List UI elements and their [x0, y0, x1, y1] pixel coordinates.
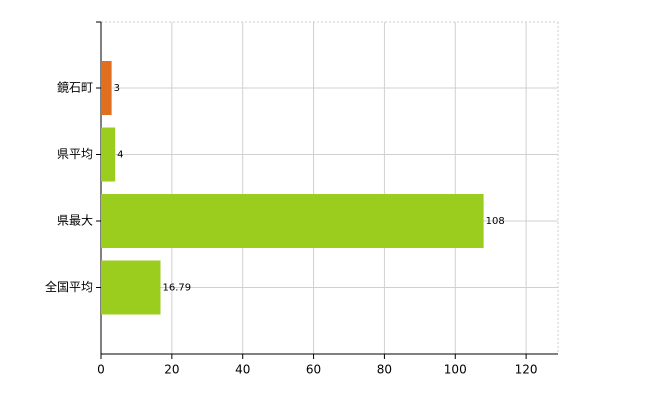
x-tick-label: 60 [306, 363, 321, 377]
value-label: 16.79 [162, 283, 191, 294]
x-tick-label: 40 [235, 363, 250, 377]
y-tick-label: 県最大 [57, 214, 93, 228]
value-label: 108 [486, 216, 505, 227]
x-tick-label: 0 [97, 363, 105, 377]
bar [101, 127, 116, 182]
x-tick-label: 80 [377, 363, 392, 377]
value-label: 4 [117, 150, 123, 161]
y-tick-label: 鏡石町 [57, 80, 93, 95]
bar [101, 260, 161, 315]
value-label: 3 [114, 83, 120, 94]
x-tick-label: 100 [444, 363, 467, 377]
y-tick-label: 県平均 [57, 147, 93, 161]
bar [101, 194, 484, 248]
bar [101, 61, 112, 115]
y-tick-label: 全国平均 [45, 279, 93, 294]
x-tick-label: 120 [515, 363, 538, 377]
x-tick-label: 20 [164, 363, 179, 377]
